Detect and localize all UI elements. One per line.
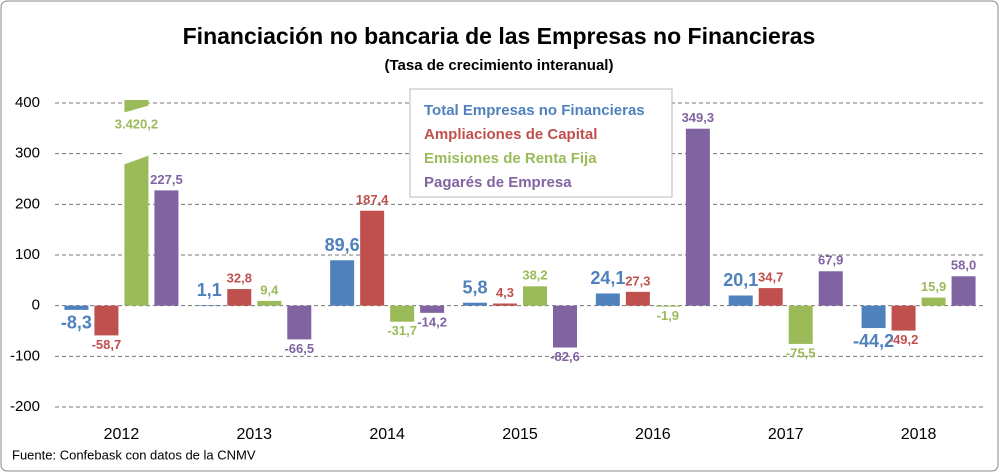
axis-break — [122, 105, 151, 165]
bar — [685, 128, 710, 306]
legend-label: Emisiones de Renta Fija — [424, 150, 597, 167]
value-label: -82,6 — [550, 349, 580, 364]
bar — [227, 289, 252, 306]
value-label: 349,3 — [682, 110, 715, 125]
value-label: -31,7 — [387, 323, 417, 338]
x-tick-label: 2013 — [236, 426, 272, 443]
value-label: 3.420,2 — [115, 116, 158, 131]
value-label: 4,3 — [496, 285, 514, 300]
y-tick-label: 0 — [32, 297, 40, 314]
bar — [625, 291, 650, 306]
bar — [523, 286, 547, 306]
value-label: -66,5 — [284, 341, 314, 356]
bar — [758, 288, 783, 306]
bar — [64, 305, 89, 310]
x-tick-label: 2017 — [768, 426, 804, 443]
labels: 2012 -8,3-58,7 3.420,2 227,5 2013 1,1 32,8 9,4 -… — [61, 88, 976, 443]
chart-subtitle: (Tasa de crecimiento interanual) — [385, 57, 614, 74]
legend-label: Pagarés de Empresa — [424, 174, 572, 191]
y-tick-label: 100 — [15, 246, 40, 263]
value-label: -8,3 — [61, 313, 92, 333]
value-label: 24,1 — [590, 268, 625, 288]
legend-label: Total Empresas no Financieras — [424, 102, 645, 119]
value-label: 20,1 — [723, 270, 758, 290]
bar — [94, 305, 119, 336]
value-label: 15,9 — [921, 279, 946, 294]
bar — [728, 295, 753, 306]
y-tick-label: 400 — [15, 94, 40, 111]
bar — [287, 305, 312, 340]
bar — [257, 300, 282, 306]
bar — [818, 271, 843, 306]
value-label: 27,3 — [625, 273, 650, 288]
value-label: 187,4 — [356, 192, 389, 207]
bar — [553, 305, 577, 348]
value-label: -14,2 — [417, 314, 447, 329]
value-label: -49,2 — [889, 332, 919, 347]
value-label: 58,0 — [951, 258, 976, 273]
bar — [420, 305, 445, 313]
value-label: 227,5 — [150, 172, 183, 187]
x-tick-label: 2015 — [502, 426, 538, 443]
y-tick-label: 200 — [15, 195, 40, 212]
y-tick-label: 300 — [15, 145, 40, 162]
bar — [360, 210, 385, 306]
legend-box — [409, 88, 673, 198]
value-label: 89,6 — [325, 235, 360, 255]
legend-label: Ampliaciones de Capital — [424, 126, 597, 143]
y-tick-label: -200 — [10, 398, 40, 415]
x-tick-label: 2012 — [104, 426, 140, 443]
bar — [891, 305, 916, 331]
source: Fuente: Confebask con datos de la CNMV — [12, 447, 256, 462]
bars — [64, 100, 976, 348]
value-label: -44,2 — [853, 331, 894, 351]
value-label: 67,9 — [818, 253, 843, 268]
bar — [595, 293, 620, 306]
value-label: -1,9 — [657, 308, 679, 323]
x-tick-label: 2016 — [635, 426, 671, 443]
y-tick-label: -100 — [10, 347, 40, 364]
bar — [154, 190, 179, 306]
value-label: 9,4 — [260, 282, 279, 297]
value-label: 1,1 — [197, 280, 222, 300]
value-label: -58,7 — [92, 337, 122, 352]
value-label: 34,7 — [758, 270, 783, 285]
bar — [861, 305, 886, 329]
bar — [921, 297, 946, 306]
value-label: 38,2 — [522, 268, 547, 283]
bar — [197, 305, 222, 306]
x-tick-label: 2014 — [369, 426, 405, 443]
x-tick-label: 2018 — [901, 426, 937, 443]
value-label: 32,8 — [227, 270, 252, 285]
bar — [493, 303, 517, 306]
bar — [390, 305, 415, 322]
chart-title: Financiación no bancaria de las Empresas… — [183, 23, 816, 49]
bar — [655, 305, 680, 307]
bar — [788, 305, 813, 344]
value-label: -75,5 — [786, 345, 816, 360]
bar — [951, 276, 976, 306]
bar — [330, 260, 355, 306]
value-label: 5,8 — [462, 277, 487, 297]
bar — [463, 302, 487, 306]
grid: -200 -100 0 100 200 300 400 — [10, 94, 985, 415]
